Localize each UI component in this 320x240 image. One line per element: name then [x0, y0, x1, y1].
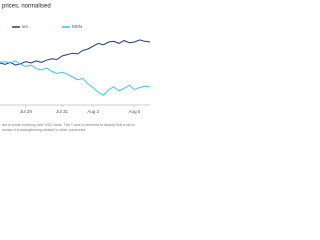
- page: {"chart_data":{"type":"line","title":"pr…: [0, 0, 150, 150]
- legend-label: ies: [22, 24, 29, 29]
- footnote: are in some currency over USD value. The…: [2, 123, 135, 127]
- x-tick-label: Aug 5: [129, 109, 141, 114]
- legend-label: MXN: [72, 24, 82, 29]
- x-tick-label: Aug 2: [87, 109, 99, 114]
- footnote: means it is strengthening relative to ot…: [2, 128, 85, 132]
- chart-title: prices, normalised: [2, 4, 51, 10]
- x-tick-label: Jul 29: [20, 109, 33, 114]
- x-tick-label: Jul 31: [56, 109, 69, 114]
- series-line: [0, 39, 150, 66]
- chart: prices, normalised Jul 29 Jul 31 Aug 2 Aug …: [0, 4, 150, 132]
- series-line: [0, 60, 150, 96]
